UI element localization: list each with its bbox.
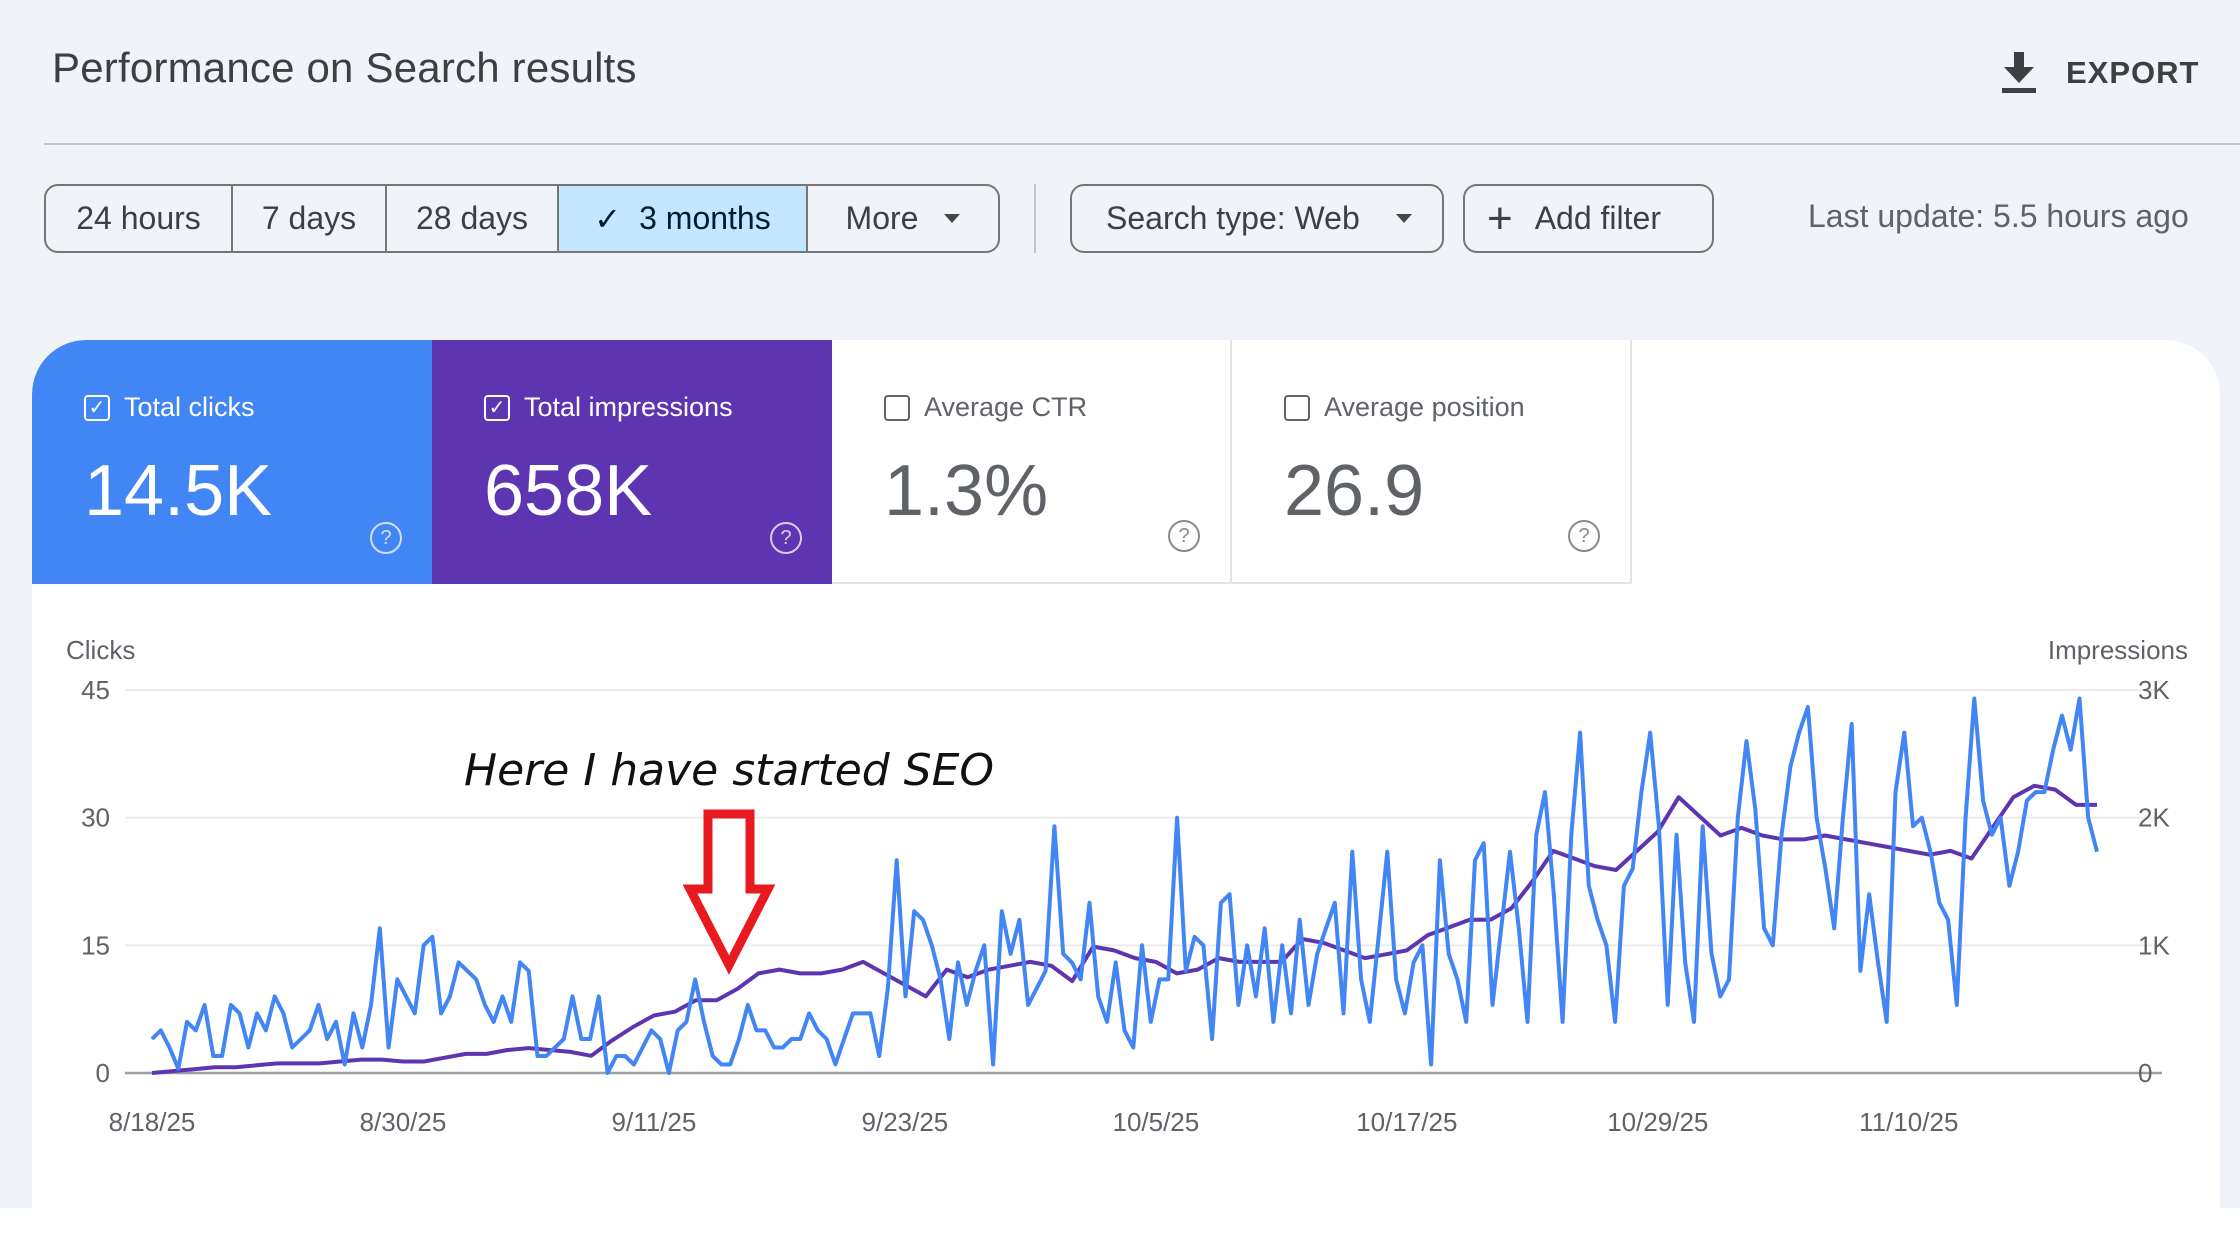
date-range-selector: 24 hours 7 days 28 days ✓ 3 months More — [44, 184, 1000, 253]
search-type-dropdown[interactable]: Search type: Web — [1070, 184, 1444, 253]
help-icon[interactable]: ? — [1568, 520, 1600, 552]
annotation-text: Here I have started SEO — [464, 745, 994, 796]
header-divider — [44, 143, 2240, 145]
svg-text:11/10/25: 11/10/25 — [1859, 1107, 1958, 1137]
svg-text:10/5/25: 10/5/25 — [1112, 1107, 1199, 1137]
checkbox-checked-icon[interactable]: ✓ — [84, 394, 110, 421]
svg-text:9/23/25: 9/23/25 — [862, 1107, 949, 1137]
toolbar-separator — [1034, 184, 1036, 253]
date-range-label: 24 hours — [76, 200, 201, 236]
svg-text:3K: 3K — [2138, 675, 2170, 705]
download-icon — [2002, 52, 2036, 93]
caret-down-icon — [944, 214, 961, 223]
search-type-label: Search type: Web — [1106, 200, 1360, 236]
performance-card: ✓ Total clicks 14.5K ? ✓ Total impressio… — [32, 340, 2220, 1208]
left-axis-title: Clicks — [66, 635, 135, 665]
metric-label: Average position — [1324, 392, 1525, 422]
date-range-label: 28 days — [415, 200, 529, 236]
svg-text:9/11/25: 9/11/25 — [612, 1107, 697, 1137]
date-range-more-dropdown[interactable]: More — [808, 186, 998, 251]
help-icon[interactable]: ? — [770, 522, 802, 554]
impressions-series-line — [151, 783, 2097, 1075]
svg-text:1K: 1K — [2138, 930, 2170, 960]
metric-label: Total clicks — [124, 392, 255, 422]
right-axis-title: Impressions — [2048, 635, 2188, 665]
svg-text:15: 15 — [81, 930, 110, 960]
caret-down-icon — [1395, 214, 1412, 223]
chart-axis-ticks: 0 0 15 1K 30 2K 45 3K 8/18/25 8/30/25 9/11/25 9/23/… — [81, 675, 2170, 1137]
metric-value: 658K — [484, 451, 653, 531]
check-icon: ✓ — [594, 200, 622, 237]
svg-text:0: 0 — [2138, 1058, 2152, 1088]
svg-text:45: 45 — [81, 675, 110, 705]
metric-label: Average CTR — [924, 392, 1088, 422]
metric-value: 1.3% — [884, 451, 1049, 531]
clicks-series-line — [150, 696, 2099, 1075]
svg-text:10/17/25: 10/17/25 — [1356, 1107, 1457, 1137]
last-update-status: Last update: 5.5 hours ago — [1808, 198, 2189, 234]
metric-label-row: ✓ Total clicks — [84, 392, 255, 423]
metric-total-impressions[interactable]: ✓ Total impressions 658K ? — [432, 340, 832, 584]
metric-average-ctr[interactable]: Average CTR 1.3% ? — [832, 340, 1232, 584]
page-title: Performance on Search results — [52, 44, 637, 91]
metric-total-clicks[interactable]: ✓ Total clicks 14.5K ? — [32, 340, 432, 584]
svg-text:10/29/25: 10/29/25 — [1607, 1107, 1708, 1137]
plus-icon: + — [1487, 193, 1513, 243]
metric-value: 14.5K — [84, 451, 273, 531]
checkbox-unchecked-icon[interactable] — [1284, 394, 1310, 421]
svg-text:8/18/25: 8/18/25 — [109, 1107, 196, 1137]
add-filter-button[interactable]: + Add filter — [1463, 184, 1714, 253]
performance-chart: Clicks Impressions 0 0 15 1K 30 2K 45 3K 8/18/25… — [66, 635, 2188, 1137]
svg-text:30: 30 — [81, 803, 110, 833]
date-range-7-days[interactable]: 7 days — [233, 186, 387, 251]
metric-label-row: Average CTR — [884, 392, 1087, 423]
help-icon[interactable]: ? — [1168, 520, 1200, 552]
metric-label-row: ✓ Total impressions — [484, 392, 733, 423]
svg-text:2K: 2K — [2138, 803, 2170, 833]
export-label: EXPORT — [2066, 55, 2200, 90]
metric-value: 26.9 — [1284, 451, 1425, 531]
add-filter-label: Add filter — [1534, 200, 1661, 236]
help-icon[interactable]: ? — [370, 522, 402, 554]
svg-text:8/30/25: 8/30/25 — [360, 1107, 447, 1137]
date-range-24-hours[interactable]: 24 hours — [46, 186, 233, 251]
date-range-label: 7 days — [261, 200, 357, 236]
metric-label: Total impressions — [524, 392, 733, 422]
checkbox-checked-icon[interactable]: ✓ — [484, 394, 510, 421]
date-range-label: More — [845, 200, 919, 236]
checkbox-unchecked-icon[interactable] — [884, 394, 910, 421]
svg-text:0: 0 — [96, 1058, 110, 1088]
date-range-3-months[interactable]: ✓ 3 months — [559, 186, 808, 251]
metric-average-position[interactable]: Average position 26.9 ? — [1232, 340, 1632, 584]
date-range-label: 3 months — [639, 200, 771, 236]
annotation-arrow-down-icon — [682, 809, 776, 975]
date-range-28-days[interactable]: 28 days — [387, 186, 559, 251]
export-button[interactable]: EXPORT — [2000, 50, 2199, 96]
metric-label-row: Average position — [1284, 392, 1525, 423]
